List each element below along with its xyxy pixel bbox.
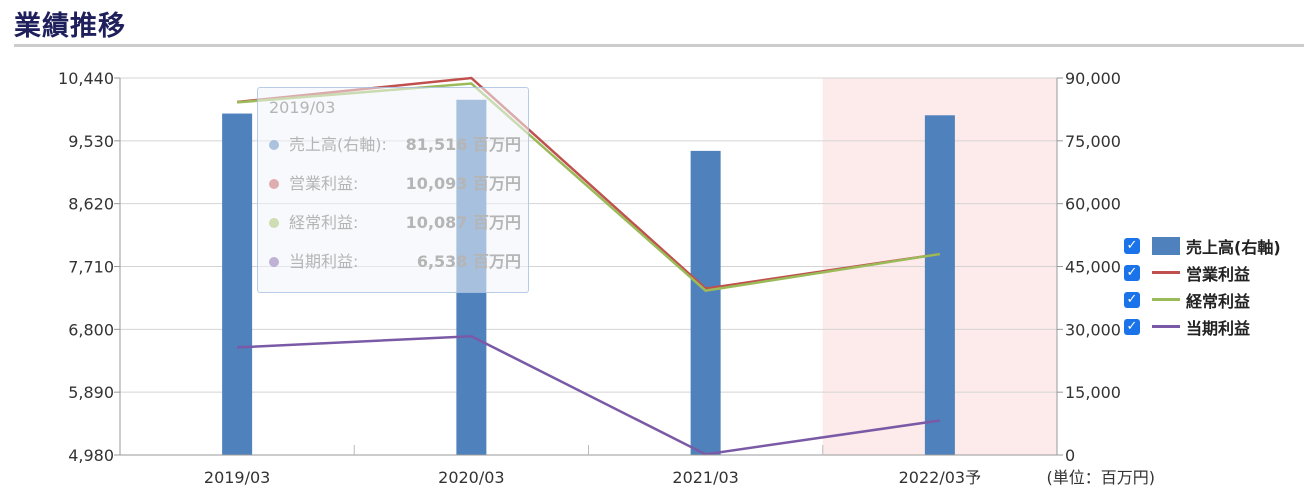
y-right-tick-label: 75,000 — [1065, 132, 1121, 151]
tooltip-value: 10,087 百万円 — [405, 213, 521, 232]
y-right-tick-label: 30,000 — [1065, 320, 1121, 339]
tooltip-row: 当期利益: 6,538 百万円 — [269, 248, 521, 272]
legend-item[interactable]: ✓ 営業利益 — [1124, 259, 1281, 286]
x-category-label: 2021/03 — [672, 468, 738, 487]
legend-checkbox[interactable]: ✓ — [1124, 264, 1140, 281]
tooltip-label: 経常利益: — [289, 213, 359, 232]
legend-swatch-icon — [1152, 298, 1180, 301]
y-right-tick-label: 60,000 — [1065, 195, 1121, 214]
bar-sales — [222, 113, 253, 455]
page-title: 業績推移 — [14, 11, 126, 42]
y-right-tick-label: 0 — [1065, 446, 1075, 465]
legend-item[interactable]: ✓ 売上高(右軸) — [1124, 232, 1281, 259]
tooltip-row: 営業利益: 10,093 百万円 — [269, 170, 521, 194]
tooltip-row: 経常利益: 10,087 百万円 — [269, 209, 521, 233]
y-left-tick-label: 9,530 — [68, 132, 114, 151]
y-left-tick-label: 10,440 — [58, 69, 114, 88]
tooltip-label: 営業利益: — [289, 174, 359, 193]
chart-tooltip: 2019/03 売上高(右軸): 81,516 百万円営業利益: 10,093 百万… — [257, 87, 529, 293]
tooltip-label: 当期利益: — [289, 252, 359, 271]
legend-checkbox[interactable]: ✓ — [1124, 318, 1140, 335]
series-line-3 — [237, 334, 941, 456]
chart-legend: ✓ 売上高(右軸) ✓ 営業利益 ✓ 経常利益 ✓ 当期利益 — [1124, 232, 1281, 340]
legend-label: 売上高(右軸) — [1186, 237, 1281, 257]
legend-item[interactable]: ✓ 経常利益 — [1124, 286, 1281, 313]
series-dot-icon — [269, 140, 279, 150]
y-left-tick-label: 7,710 — [68, 258, 114, 277]
x-category-label: 2019/03 — [204, 468, 270, 487]
legend-checkbox[interactable]: ✓ — [1124, 291, 1140, 308]
y-right-tick-label: 15,000 — [1065, 383, 1121, 402]
legend-checkbox[interactable]: ✓ — [1124, 237, 1140, 254]
tooltip-value: 6,538 百万円 — [416, 252, 521, 271]
y-left-tick-label: 5,890 — [68, 383, 114, 402]
series-dot-icon — [269, 257, 279, 267]
legend-swatch-icon — [1152, 236, 1180, 255]
legend-item[interactable]: ✓ 当期利益 — [1124, 313, 1281, 340]
legend-label: 当期利益 — [1186, 318, 1251, 338]
unit-note: (単位：百万円) — [1047, 468, 1156, 487]
y-right-tick-label: 90,000 — [1065, 69, 1121, 88]
tooltip-title: 2019/03 — [269, 98, 336, 117]
title-divider — [14, 44, 1304, 47]
tooltip-label: 売上高(右軸): — [289, 135, 387, 154]
bar-sales — [690, 150, 721, 456]
legend-swatch-icon — [1152, 271, 1180, 274]
legend-label: 営業利益 — [1186, 264, 1251, 284]
y-left-tick-label: 6,800 — [68, 320, 114, 339]
tooltip-row: 売上高(右軸): 81,516 百万円 — [269, 131, 521, 155]
x-category-label: 2020/03 — [438, 468, 504, 487]
y-left-tick-label: 4,980 — [68, 446, 114, 465]
series-dot-icon — [269, 179, 279, 189]
y-right-tick-label: 45,000 — [1065, 258, 1121, 277]
y-left-tick-label: 8,620 — [68, 195, 114, 214]
tooltip-value: 10,093 百万円 — [405, 174, 521, 193]
tooltip-value: 81,516 百万円 — [405, 135, 521, 154]
x-category-label: 2022/03予 — [899, 468, 981, 487]
legend-swatch-icon — [1152, 325, 1180, 328]
series-dot-icon — [269, 218, 279, 228]
bar-sales — [924, 115, 955, 455]
legend-label: 経常利益 — [1186, 291, 1251, 311]
